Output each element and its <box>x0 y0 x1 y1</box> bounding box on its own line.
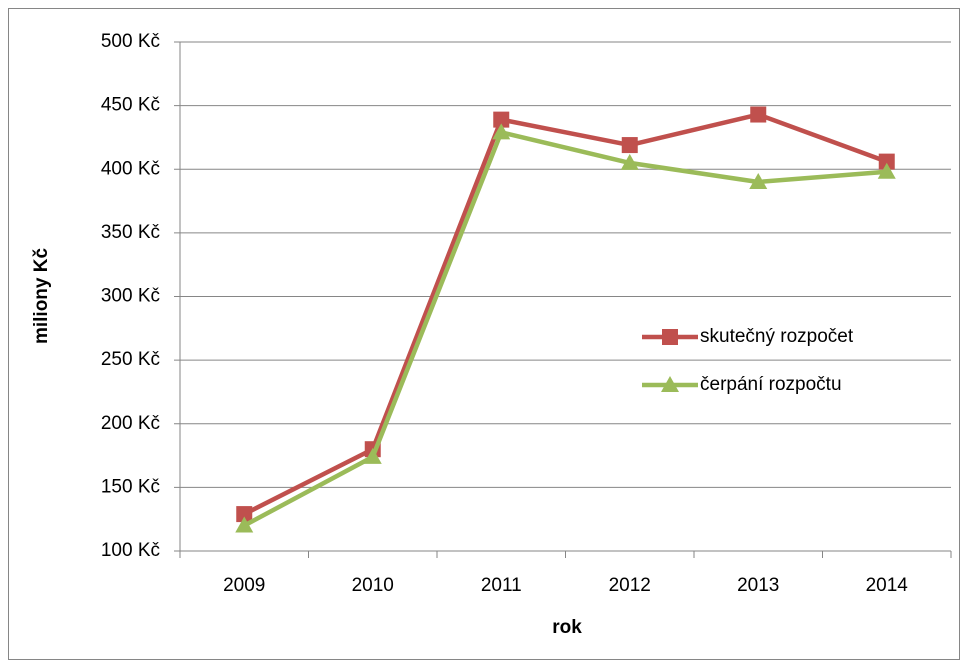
x-tick-label: 2012 <box>609 575 651 596</box>
y-tick-label: 450 Kč <box>101 95 160 116</box>
x-tick-label: 2014 <box>866 575 909 596</box>
data-point <box>749 172 768 189</box>
y-axis-label: miliony Kč <box>31 248 52 345</box>
y-tick-label: 500 Kč <box>101 31 160 52</box>
x-tick-label: 2011 <box>481 575 522 596</box>
legend-label: čerpání rozpočtu <box>700 374 842 395</box>
y-tick-label: 200 Kč <box>101 413 160 434</box>
y-tick-label: 300 Kč <box>101 286 160 307</box>
data-point <box>620 153 639 170</box>
data-point <box>492 123 511 140</box>
data-point <box>750 106 767 123</box>
data-point <box>877 162 896 179</box>
x-tick-label: 2009 <box>223 575 265 596</box>
legend-label: skutečný rozpočet <box>700 326 854 347</box>
y-tick-label: 150 Kč <box>101 476 160 497</box>
data-point <box>236 506 253 523</box>
series-line <box>243 112 888 517</box>
data-point <box>621 137 638 154</box>
legend-marker <box>661 376 679 392</box>
y-tick-label: 400 Kč <box>101 158 160 179</box>
x-tick-label: 2013 <box>737 575 779 596</box>
y-tick-label: 350 Kč <box>101 222 160 243</box>
x-axis-label: rok <box>552 617 582 638</box>
data-point <box>878 153 895 170</box>
series-line <box>243 130 887 528</box>
data-point <box>235 516 254 533</box>
y-tick-label: 100 Kč <box>101 540 160 561</box>
y-tick-label: 250 Kč <box>101 349 160 370</box>
legend-marker <box>662 329 678 345</box>
data-point <box>493 111 510 128</box>
data-point <box>363 447 382 464</box>
x-tick-label: 2010 <box>352 575 394 596</box>
